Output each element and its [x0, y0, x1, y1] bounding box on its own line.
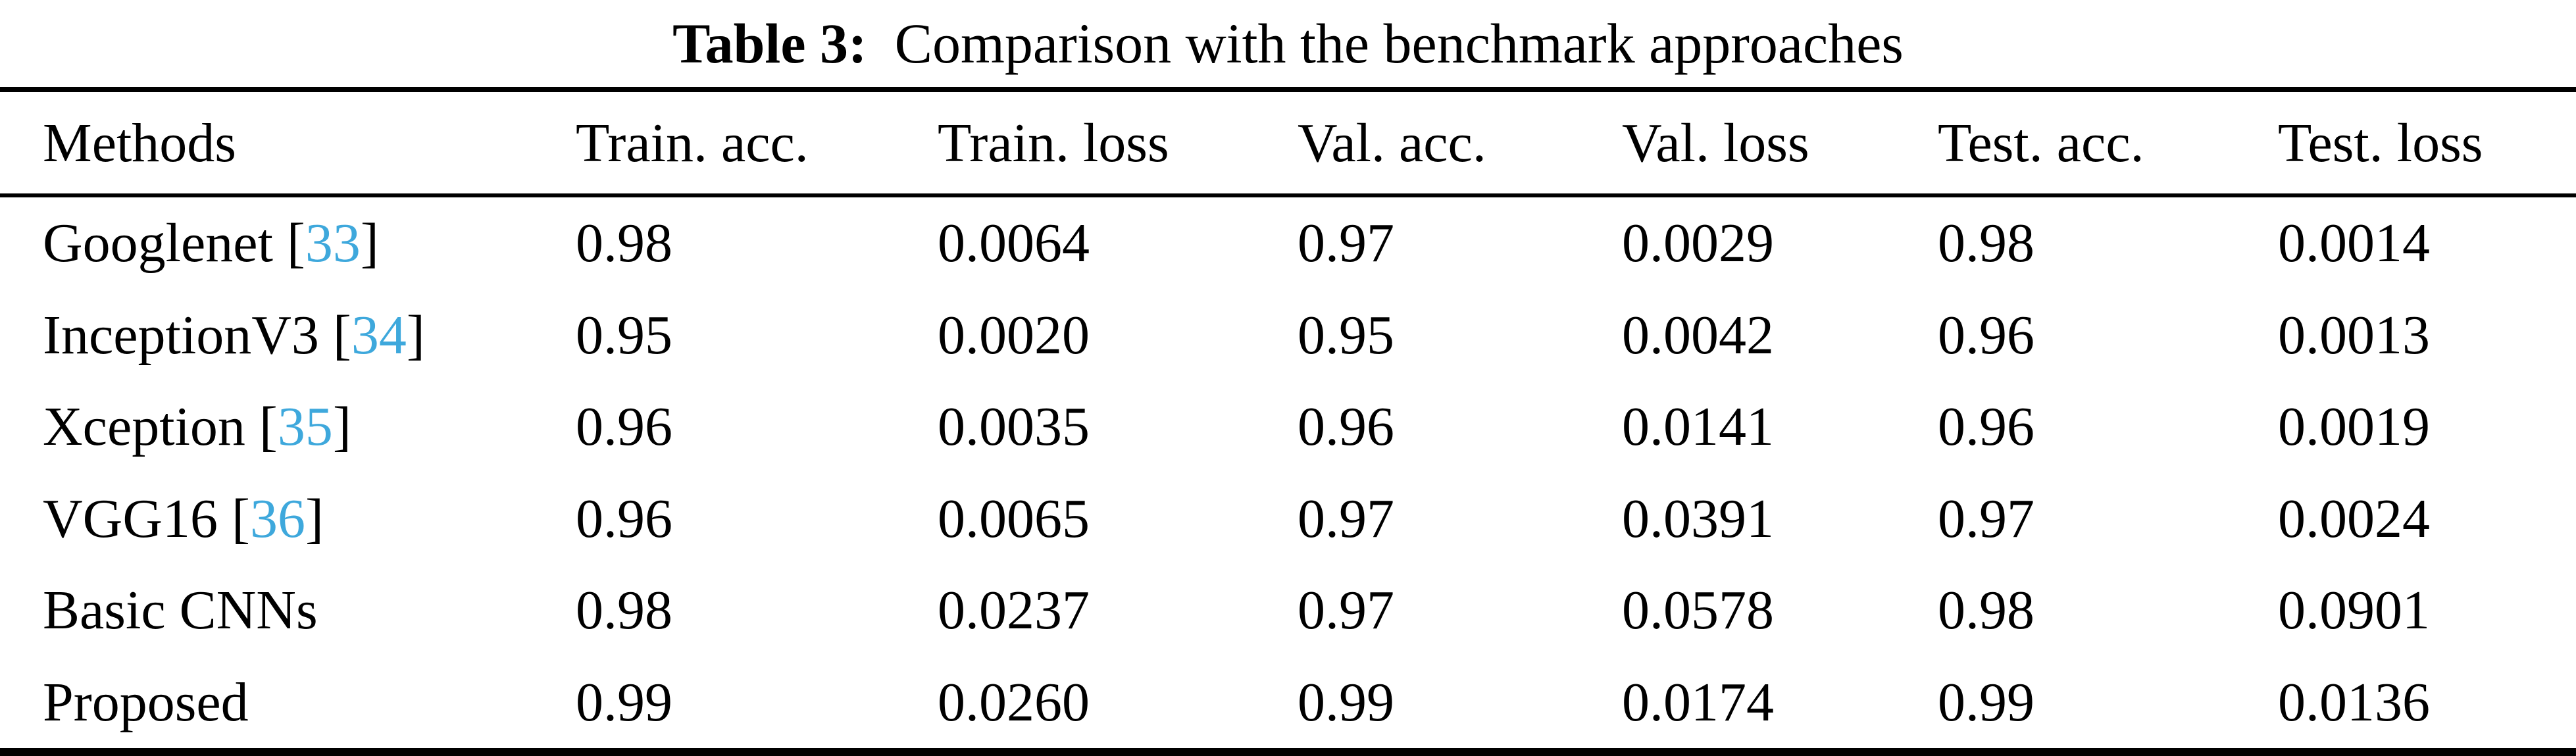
citation-bracket-open: [: [259, 396, 278, 458]
cell-method: Googlenet [33]: [43, 211, 576, 275]
cell-val-acc: 0.96: [1298, 396, 1394, 458]
column-header-methods: Methods: [43, 112, 236, 174]
table-mid-rule: [0, 193, 2576, 197]
method-name: Proposed: [43, 671, 249, 733]
cell-test-loss: 0.0014: [2278, 213, 2430, 274]
cell-method: Xception [35]: [43, 395, 576, 459]
cell-val-acc: 0.97: [1298, 488, 1394, 549]
cell-train-loss: 0.0065: [938, 488, 1090, 549]
column-header-val-acc: Val. acc.: [1298, 112, 1486, 174]
cell-test-acc: 0.96: [1938, 396, 2034, 458]
cell-train-loss: 0.0237: [938, 580, 1090, 642]
cell-val-acc: 0.97: [1298, 213, 1394, 274]
cell-method: Basic CNNs []: [43, 578, 576, 642]
cell-method: Proposed []: [43, 670, 576, 734]
cell-test-acc: 0.98: [1938, 213, 2034, 274]
method-name: Xception: [43, 396, 245, 458]
table-header-row: Methods Train. acc. Train. loss Val. acc…: [0, 92, 2576, 193]
citation-bracket-close: ]: [332, 396, 351, 458]
citation-bracket-open: [: [332, 304, 351, 366]
cell-test-acc: 0.96: [1938, 304, 2034, 366]
cell-train-loss: 0.0260: [938, 671, 1090, 733]
citation-bracket-open: [: [232, 488, 250, 549]
citation-bracket-open: [: [286, 213, 305, 274]
table-row: InceptionV3 [34] 0.95 0.0020 0.95 0.0042…: [0, 290, 2576, 380]
column-header-train-acc: Train. acc.: [576, 112, 809, 174]
cell-val-loss: 0.0141: [1622, 396, 1774, 458]
table-row: Proposed [] 0.99 0.0260 0.99 0.0174 0.99…: [0, 657, 2576, 747]
cell-test-loss: 0.0024: [2278, 488, 2430, 549]
cell-val-loss: 0.0578: [1622, 580, 1774, 642]
cell-train-acc: 0.96: [576, 488, 672, 549]
cell-train-acc: 0.99: [576, 671, 672, 733]
cell-val-loss: 0.0174: [1622, 671, 1774, 733]
method-name: VGG16: [43, 488, 218, 549]
cell-method: InceptionV3 [34]: [43, 303, 576, 367]
citation-link[interactable]: 33: [305, 213, 361, 274]
cell-test-loss: 0.0019: [2278, 396, 2430, 458]
cell-val-loss: 0.0042: [1622, 304, 1774, 366]
citation: [34]: [333, 305, 425, 366]
cell-val-loss: 0.0391: [1622, 488, 1774, 549]
cell-test-acc: 0.99: [1938, 671, 2034, 733]
table-top-rule: [0, 87, 2576, 92]
cell-test-loss: 0.0901: [2278, 580, 2430, 642]
column-header-train-loss: Train. loss: [938, 112, 1169, 174]
citation-bracket-close: ]: [305, 488, 324, 549]
cell-val-acc: 0.97: [1298, 580, 1394, 642]
cell-val-loss: 0.0029: [1622, 213, 1774, 274]
citation-bracket-close: ]: [406, 304, 425, 366]
table-row: Basic CNNs [] 0.98 0.0237 0.97 0.0578 0.…: [0, 565, 2576, 655]
cell-test-loss: 0.0013: [2278, 304, 2430, 366]
cell-train-acc: 0.95: [576, 304, 672, 366]
cell-train-loss: 0.0064: [938, 213, 1090, 274]
cell-train-acc: 0.98: [576, 213, 672, 274]
table-caption: Table 3: Comparison with the benchmark a…: [0, 0, 2576, 87]
cell-test-acc: 0.97: [1938, 488, 2034, 549]
table-caption-text: Comparison with the benchmark approaches: [894, 12, 1904, 75]
cell-train-loss: 0.0020: [938, 304, 1090, 366]
table-body: Googlenet [33] 0.98 0.0064 0.97 0.0029 0…: [0, 197, 2576, 748]
cell-test-loss: 0.0136: [2278, 671, 2430, 733]
citation: [33]: [287, 213, 379, 274]
citation: [36]: [232, 488, 324, 549]
citation-link[interactable]: 35: [277, 396, 333, 458]
table-caption-label: Table 3:: [672, 12, 867, 75]
method-name: Basic CNNs: [43, 580, 318, 642]
column-header-test-loss: Test. loss: [2278, 112, 2483, 174]
citation: [35]: [259, 396, 351, 457]
cell-test-acc: 0.98: [1938, 580, 2034, 642]
cell-train-acc: 0.96: [576, 396, 672, 458]
cell-val-acc: 0.99: [1298, 671, 1394, 733]
cell-train-acc: 0.98: [576, 580, 672, 642]
citation-link[interactable]: 34: [351, 304, 407, 366]
column-header-test-acc: Test. acc.: [1938, 112, 2144, 174]
cell-val-acc: 0.95: [1298, 304, 1394, 366]
table-row: Xception [35] 0.96 0.0035 0.96 0.0141 0.…: [0, 382, 2576, 472]
citation-bracket-close: ]: [360, 213, 379, 274]
method-name: InceptionV3: [43, 304, 319, 366]
table-row: VGG16 [36] 0.96 0.0065 0.97 0.0391 0.97 …: [0, 474, 2576, 564]
cell-method: VGG16 [36]: [43, 487, 576, 551]
table-row: Googlenet [33] 0.98 0.0064 0.97 0.0029 0…: [0, 198, 2576, 288]
method-name: Googlenet: [43, 213, 273, 274]
table-bottom-rule: [0, 748, 2576, 756]
cell-train-loss: 0.0035: [938, 396, 1090, 458]
column-header-val-loss: Val. loss: [1622, 112, 1809, 174]
citation-link[interactable]: 36: [249, 488, 305, 549]
